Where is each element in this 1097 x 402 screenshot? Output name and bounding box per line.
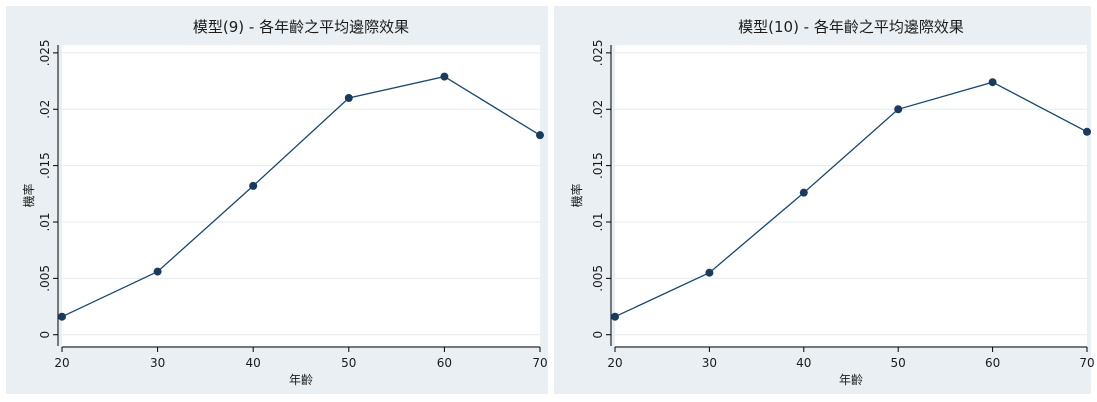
x-tick-label: 30 — [702, 356, 717, 370]
data-point — [153, 267, 162, 276]
x-tick-label: 60 — [985, 356, 1000, 370]
data-point — [799, 188, 808, 197]
series-line — [61, 75, 541, 318]
y-axis-label: 機率 — [21, 183, 36, 207]
x-tick-label: 50 — [341, 356, 356, 370]
y-tick-label: .005 — [38, 265, 52, 292]
x-axis-label: 年齡 — [289, 373, 313, 387]
y-tick-label: 0 — [591, 331, 605, 339]
y-tick-label: .025 — [38, 40, 52, 67]
y-tick-label: .015 — [591, 152, 605, 179]
data-point — [440, 72, 449, 81]
y-tick-label: .02 — [591, 100, 605, 119]
x-tick-label: 40 — [796, 356, 811, 370]
series-line — [614, 81, 1088, 318]
data-point — [344, 93, 353, 102]
data-point — [611, 312, 619, 321]
data-point — [1083, 127, 1091, 136]
x-tick-label: 40 — [246, 356, 261, 370]
y-tick-label: .01 — [591, 212, 605, 231]
y-tick-label: .005 — [591, 265, 605, 292]
plot-area — [615, 45, 1087, 346]
y-tick-label: 0 — [38, 331, 52, 339]
data-point — [536, 131, 544, 140]
chart-title: 模型(10) - 各年齡之平均邊際效果 — [738, 18, 964, 36]
data-point — [988, 78, 997, 87]
chart-panel: 0 .005 .01 .015 .02 .025 20 30 40 50 60 70 模型(10) - … — [554, 6, 1095, 394]
y-tick-label: .01 — [38, 212, 52, 231]
x-tick-label: 20 — [54, 356, 69, 370]
x-tick-label: 60 — [437, 356, 452, 370]
chart-panel: 0 .005 .01 .015 .02 .025 20 30 40 50 60 70 模型(9) - 各… — [6, 6, 548, 394]
x-tick-label: 30 — [150, 356, 165, 370]
y-tick-label: .025 — [591, 40, 605, 67]
x-tick-label: 70 — [532, 356, 547, 370]
x-tick-label: 50 — [891, 356, 906, 370]
plot-area — [62, 45, 540, 346]
data-point — [249, 181, 258, 190]
data-point — [894, 105, 903, 114]
x-tick-label: 70 — [1079, 356, 1094, 370]
data-point — [705, 268, 714, 277]
y-axis-label: 機率 — [569, 183, 584, 207]
x-tick-label: 20 — [607, 356, 622, 370]
x-axis-label: 年齡 — [839, 373, 863, 387]
data-point — [58, 312, 66, 321]
y-tick-label: .02 — [38, 100, 52, 119]
chart-title: 模型(9) - 各年齡之平均邊際效果 — [193, 18, 409, 36]
y-tick-label: .015 — [38, 152, 52, 179]
